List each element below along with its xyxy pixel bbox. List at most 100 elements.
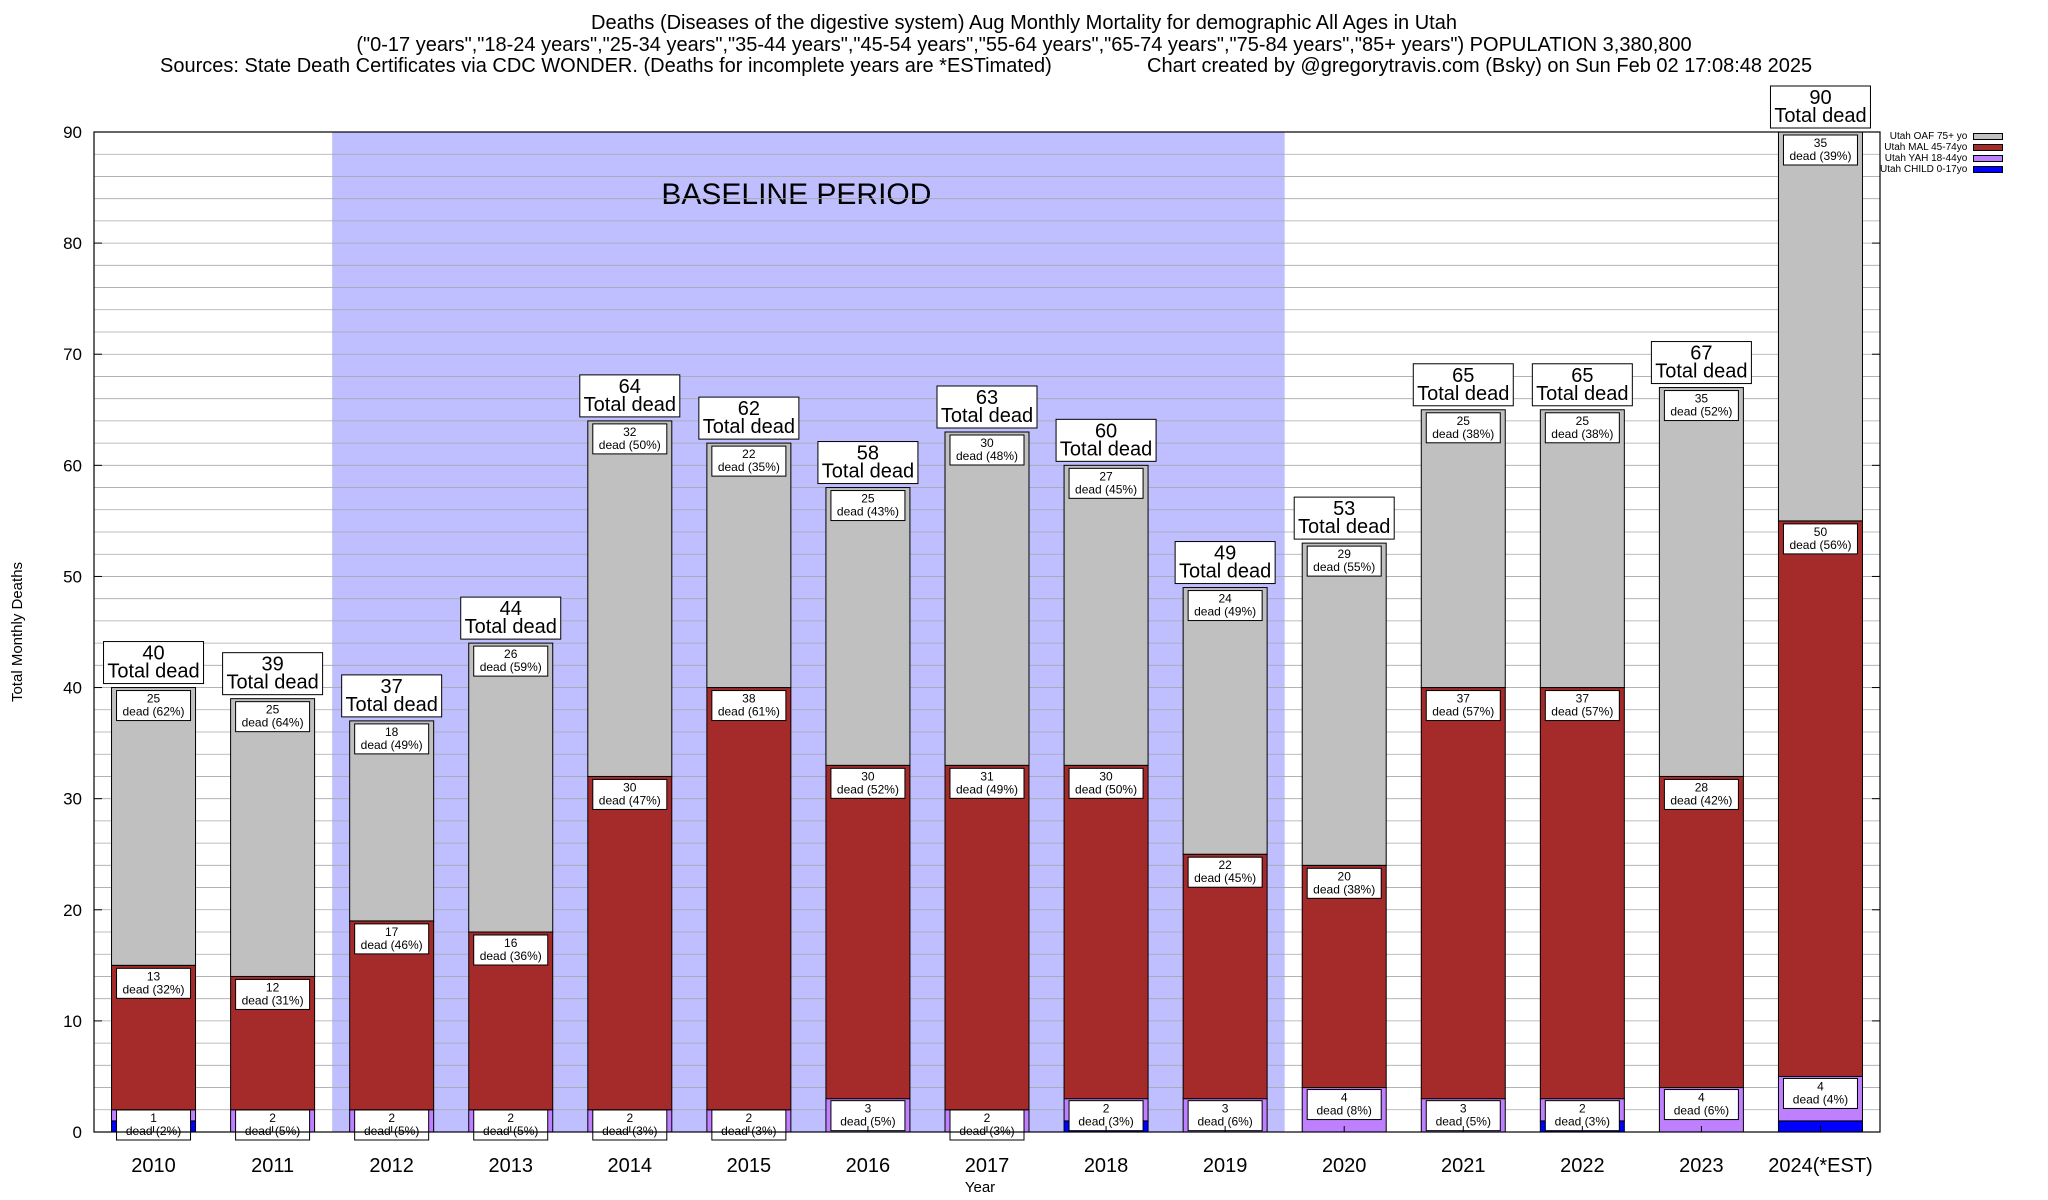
segment-value-label: 2 xyxy=(984,1111,991,1125)
segment-value-label: 30 xyxy=(980,436,994,450)
segment-percent-label: dead (50%) xyxy=(599,438,661,452)
segment-percent-label: dead (32%) xyxy=(123,982,185,996)
y-tick-label: 90 xyxy=(63,123,82,142)
segment-label-box xyxy=(830,767,906,799)
total-suffix-label: Total dead xyxy=(226,672,318,694)
chart-title: Deaths (Diseases of the digestive system… xyxy=(591,12,1457,34)
segment-value-label: 2 xyxy=(269,1111,276,1125)
bar-segment xyxy=(1539,409,1625,689)
segment-value-label: 4 xyxy=(1341,1091,1348,1105)
segment-label-box xyxy=(1544,412,1620,444)
x-tick-label: 2017 xyxy=(965,1155,1010,1177)
bar-segment xyxy=(1182,853,1268,1100)
x-tick-label: 2023 xyxy=(1679,1155,1724,1177)
segment-percent-label: dead (62%) xyxy=(123,705,185,719)
segment-value-label: 30 xyxy=(861,769,875,783)
total-label-box xyxy=(1531,363,1633,407)
y-tick-label: 60 xyxy=(63,456,82,475)
total-value-label: 58 xyxy=(857,443,879,465)
bar-segment xyxy=(1777,520,1863,1077)
x-tick-label: 2021 xyxy=(1441,1155,1486,1177)
segment-value-label: 22 xyxy=(1218,858,1232,872)
total-label-box xyxy=(1769,85,1871,129)
total-label-box xyxy=(1650,341,1752,385)
total-value-label: 65 xyxy=(1452,365,1474,387)
segment-percent-label: dead (3%) xyxy=(1078,1115,1133,1129)
segment-percent-label: dead (31%) xyxy=(242,993,304,1007)
segment-percent-label: dead (56%) xyxy=(1789,538,1851,552)
x-tick-label: 2013 xyxy=(488,1155,533,1177)
bar-segment xyxy=(944,431,1030,766)
segment-percent-label: dead (36%) xyxy=(480,949,542,963)
bar-segment xyxy=(1063,764,1149,1100)
total-label-box xyxy=(1174,541,1276,585)
legend-entry: Utah MAL 45-74yo xyxy=(1880,142,2004,153)
segment-percent-label: dead (43%) xyxy=(837,505,899,519)
segment-label-box xyxy=(116,690,192,722)
total-suffix-label: Total dead xyxy=(584,394,676,416)
segment-percent-label: dead (52%) xyxy=(837,782,899,796)
bar-segment xyxy=(230,698,316,977)
total-label-box xyxy=(698,396,800,440)
bar-segment xyxy=(1063,464,1149,766)
bar-segment xyxy=(1301,864,1387,1089)
legend-swatch xyxy=(1973,133,2004,140)
segment-value-label: 20 xyxy=(1338,869,1352,883)
total-value-label: 67 xyxy=(1690,343,1712,365)
x-tick-label: 2012 xyxy=(369,1155,414,1177)
segment-label-box xyxy=(592,423,668,455)
segment-label-box xyxy=(1782,523,1858,555)
segment-percent-label: dead (57%) xyxy=(1551,705,1613,719)
total-value-label: 65 xyxy=(1571,365,1593,387)
total-suffix-label: Total dead xyxy=(1655,361,1747,383)
segment-label-box xyxy=(949,767,1025,799)
total-label-box xyxy=(1055,418,1157,462)
segment-value-label: 50 xyxy=(1814,525,1828,539)
segment-percent-label: dead (45%) xyxy=(1075,482,1137,496)
segment-percent-label: dead (39%) xyxy=(1789,149,1851,163)
total-suffix-label: Total dead xyxy=(822,461,914,483)
x-tick-label: 2014 xyxy=(608,1155,653,1177)
total-label-box xyxy=(1293,496,1395,540)
segment-label-box xyxy=(949,434,1025,466)
bar-segment xyxy=(825,764,911,1100)
segment-label-box xyxy=(711,690,787,722)
bar-segment xyxy=(706,442,792,689)
segment-percent-label: dead (38%) xyxy=(1313,882,1375,896)
y-tick-label: 10 xyxy=(63,1012,82,1031)
total-suffix-label: Total dead xyxy=(1298,516,1390,538)
segment-value-label: 4 xyxy=(1698,1091,1705,1105)
segment-label-box xyxy=(1544,1100,1620,1132)
segment-value-label: 2 xyxy=(388,1111,395,1125)
total-label-box xyxy=(103,641,205,685)
segment-percent-label: dead (5%) xyxy=(1436,1115,1491,1129)
chart-credit: Chart created by @gregorytravis.com (Bsk… xyxy=(1147,55,1813,77)
segment-label-box xyxy=(1306,545,1382,577)
segment-value-label: 25 xyxy=(1457,414,1471,428)
segment-label-box xyxy=(354,923,430,955)
y-axis-label: Total Monthly Deaths xyxy=(9,562,26,702)
segment-value-label: 26 xyxy=(504,647,518,661)
segment-value-label: 38 xyxy=(742,692,756,706)
bar-segment xyxy=(111,687,197,966)
legend-entry: Utah OAF 75+ yo xyxy=(1880,131,2004,142)
legend-label: Utah YAH 18-44yo xyxy=(1884,153,1968,164)
segment-percent-label: dead (4%) xyxy=(1793,1092,1848,1106)
segment-value-label: 35 xyxy=(1814,136,1828,150)
y-tick-label: 70 xyxy=(63,345,82,364)
segment-value-label: 29 xyxy=(1338,547,1352,561)
bar-segment xyxy=(468,642,554,933)
segment-percent-label: dead (49%) xyxy=(361,738,423,752)
x-axis-label: Year xyxy=(965,1179,995,1196)
segment-percent-label: dead (49%) xyxy=(1194,605,1256,619)
segment-percent-label: dead (48%) xyxy=(956,449,1018,463)
segment-percent-label: dead (5%) xyxy=(840,1115,895,1129)
segment-label-box xyxy=(1663,390,1739,422)
x-tick-label: 2022 xyxy=(1560,1155,1605,1177)
x-tick-label: 2020 xyxy=(1322,1155,1367,1177)
segment-percent-label: dead (49%) xyxy=(956,782,1018,796)
segment-value-label: 3 xyxy=(1460,1102,1467,1116)
segment-percent-label: dead (6%) xyxy=(1197,1115,1252,1129)
segment-value-label: 30 xyxy=(1099,769,1113,783)
segment-label-box xyxy=(1782,1077,1858,1109)
